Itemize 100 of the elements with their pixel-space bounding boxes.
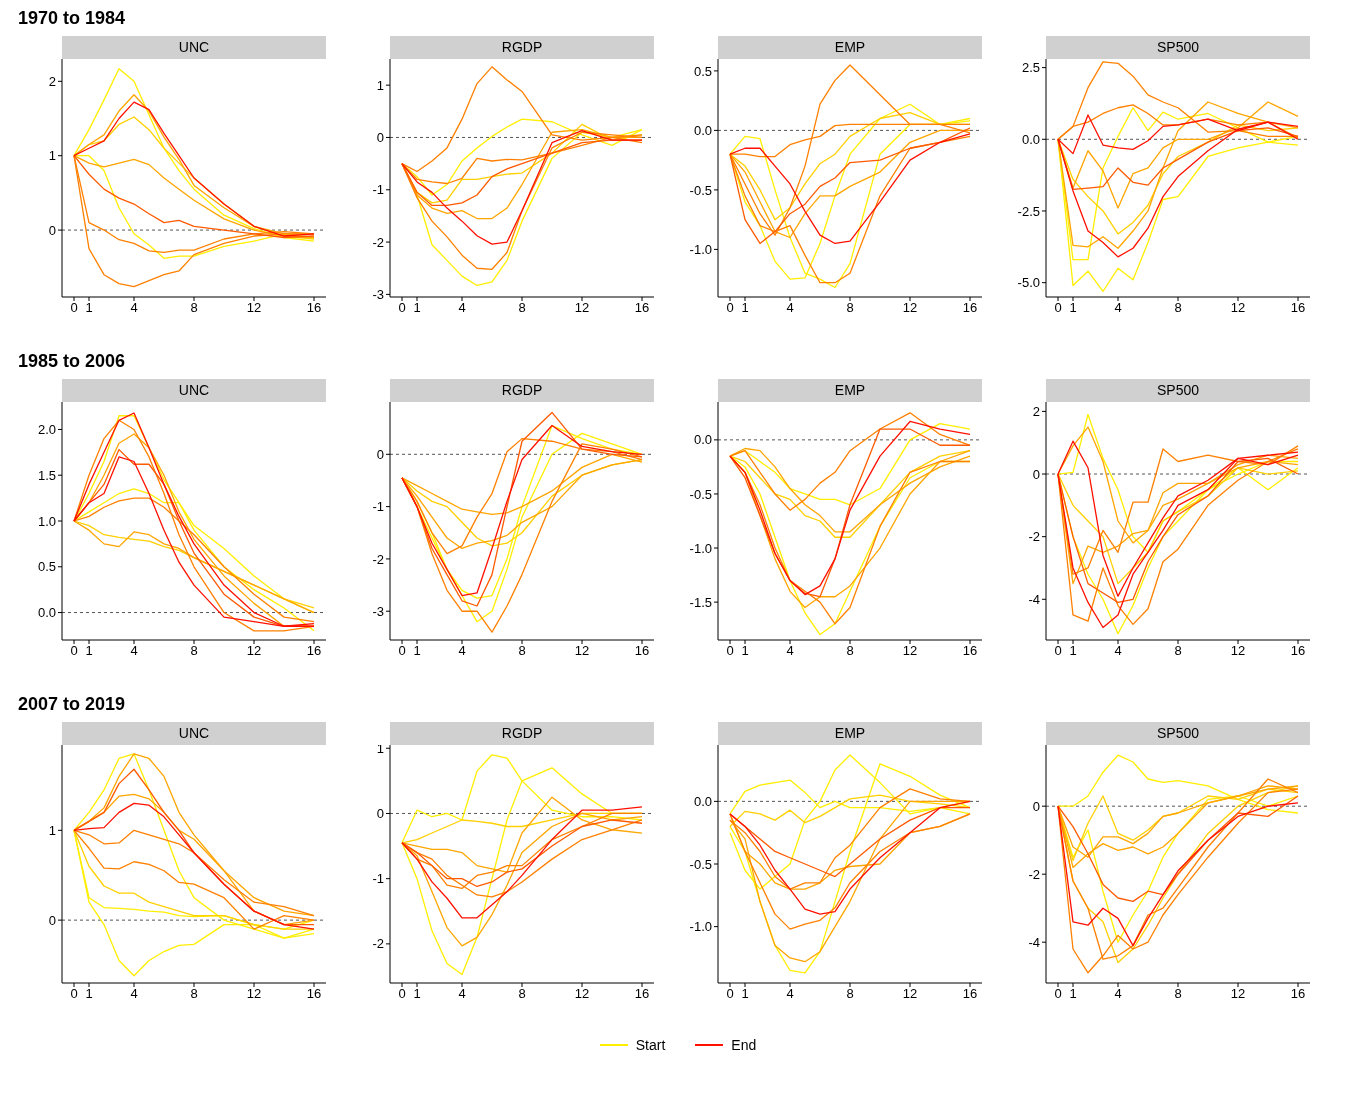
chart-title: EMP: [718, 36, 982, 59]
y-tick-label: -2: [372, 551, 384, 567]
chart-title: SP500: [1046, 36, 1310, 59]
y-tick-label: 0.0: [37, 605, 56, 621]
chart-title: EMP: [718, 379, 982, 402]
x-tick-label: 8: [190, 300, 198, 316]
x-tick-label: 1: [413, 986, 421, 1002]
y-tick-label: 0: [376, 130, 384, 146]
y-tick-label: -2: [372, 936, 384, 952]
x-tick-label: 12: [246, 986, 262, 1002]
x-tick-label: 12: [246, 300, 262, 316]
x-tick-label: 1: [413, 643, 421, 659]
x-tick-label: 12: [574, 986, 590, 1002]
y-tick-label: -1.0: [689, 540, 712, 556]
y-tick-label: 0: [1032, 466, 1040, 482]
y-tick-label: -1.0: [689, 242, 712, 258]
x-tick-label: 0: [1054, 986, 1062, 1002]
x-tick-label: 8: [1174, 986, 1182, 1002]
x-tick-label: 16: [1290, 986, 1306, 1002]
x-tick-label: 8: [518, 986, 526, 1002]
text: 1970 to 1984: [18, 8, 126, 28]
x-tick-label: 4: [1114, 300, 1122, 316]
x-tick-label: 8: [846, 643, 854, 659]
chart-title: RGDP: [390, 36, 654, 59]
y-tick-label: 1.5: [37, 467, 56, 483]
text: 1985 to 2006: [18, 351, 126, 371]
x-tick-label: 0: [398, 643, 406, 659]
x-tick-label: 8: [846, 986, 854, 1002]
legend-label: Start: [635, 1037, 666, 1053]
y-tick-label: 0.5: [693, 63, 712, 79]
y-tick-label: -1: [372, 182, 384, 198]
x-tick-label: 1: [1069, 643, 1077, 659]
y-tick-label: -1: [372, 871, 384, 887]
x-tick-label: 4: [1114, 643, 1122, 659]
y-tick-label: 2.5: [1021, 60, 1040, 76]
x-tick-label: 1: [741, 986, 749, 1002]
chart-title: SP500: [1046, 379, 1310, 402]
x-tick-label: 0: [1054, 300, 1062, 316]
chart-title: UNC: [62, 36, 326, 59]
x-tick-label: 4: [458, 300, 466, 316]
x-tick-label: 4: [786, 986, 794, 1002]
y-tick-label: -5.0: [1017, 275, 1040, 291]
y-tick-label: 0: [376, 446, 384, 462]
x-tick-label: 16: [962, 643, 978, 659]
x-tick-label: 16: [1290, 643, 1306, 659]
x-tick-label: 1: [1069, 986, 1077, 1002]
x-tick-label: 0: [70, 986, 78, 1002]
x-tick-label: 8: [1174, 300, 1182, 316]
x-tick-label: 8: [518, 643, 526, 659]
x-tick-label: 12: [1230, 986, 1246, 1002]
x-tick-label: 12: [902, 986, 918, 1002]
y-tick-label: 0.0: [693, 793, 712, 809]
text: 2007 to 2019: [18, 694, 126, 714]
x-tick-label: 1: [413, 300, 421, 316]
x-tick-label: 4: [458, 986, 466, 1002]
x-tick-label: 4: [786, 643, 794, 659]
y-tick-label: 1: [48, 148, 56, 164]
x-tick-label: 16: [306, 986, 322, 1002]
y-tick-label: 2.0: [37, 422, 56, 438]
x-tick-label: 12: [1230, 643, 1246, 659]
x-tick-label: 12: [902, 300, 918, 316]
x-tick-label: 16: [306, 643, 322, 659]
x-tick-label: 8: [190, 643, 198, 659]
chart-title: UNC: [62, 722, 326, 745]
y-tick-label: 1.0: [37, 513, 56, 529]
y-tick-label: -3: [372, 603, 384, 619]
x-tick-label: 0: [70, 643, 78, 659]
x-tick-label: 8: [1174, 643, 1182, 659]
x-tick-label: 16: [962, 986, 978, 1002]
x-tick-label: 16: [634, 300, 650, 316]
x-tick-label: 1: [1069, 300, 1077, 316]
x-tick-label: 16: [306, 300, 322, 316]
y-tick-label: -2: [372, 234, 384, 250]
y-tick-label: 0: [48, 912, 56, 928]
y-tick-label: -0.5: [689, 486, 712, 502]
x-tick-label: 8: [846, 300, 854, 316]
y-tick-label: 0: [376, 806, 384, 822]
y-tick-label: 0.0: [693, 123, 712, 139]
legend-label: End: [731, 1037, 757, 1053]
x-tick-label: 4: [458, 643, 466, 659]
y-tick-label: 0: [48, 222, 56, 238]
x-tick-label: 12: [574, 643, 590, 659]
chart-title: RGDP: [390, 722, 654, 745]
x-tick-label: 1: [85, 643, 93, 659]
x-tick-label: 16: [1290, 300, 1306, 316]
x-tick-label: 16: [962, 300, 978, 316]
x-tick-label: 8: [518, 300, 526, 316]
y-tick-label: 2: [48, 73, 56, 89]
x-tick-label: 0: [726, 986, 734, 1002]
y-tick-label: -2.5: [1017, 203, 1040, 219]
y-tick-label: -1: [372, 499, 384, 515]
x-tick-label: 0: [70, 300, 78, 316]
x-tick-label: 12: [574, 300, 590, 316]
y-tick-label: 0.0: [1021, 131, 1040, 147]
y-tick-label: -4: [1028, 591, 1040, 607]
y-tick-label: -1.0: [689, 919, 712, 935]
x-tick-label: 8: [190, 986, 198, 1002]
y-tick-label: -4: [1028, 934, 1040, 950]
x-tick-label: 4: [130, 300, 138, 316]
x-tick-label: 0: [1054, 643, 1062, 659]
